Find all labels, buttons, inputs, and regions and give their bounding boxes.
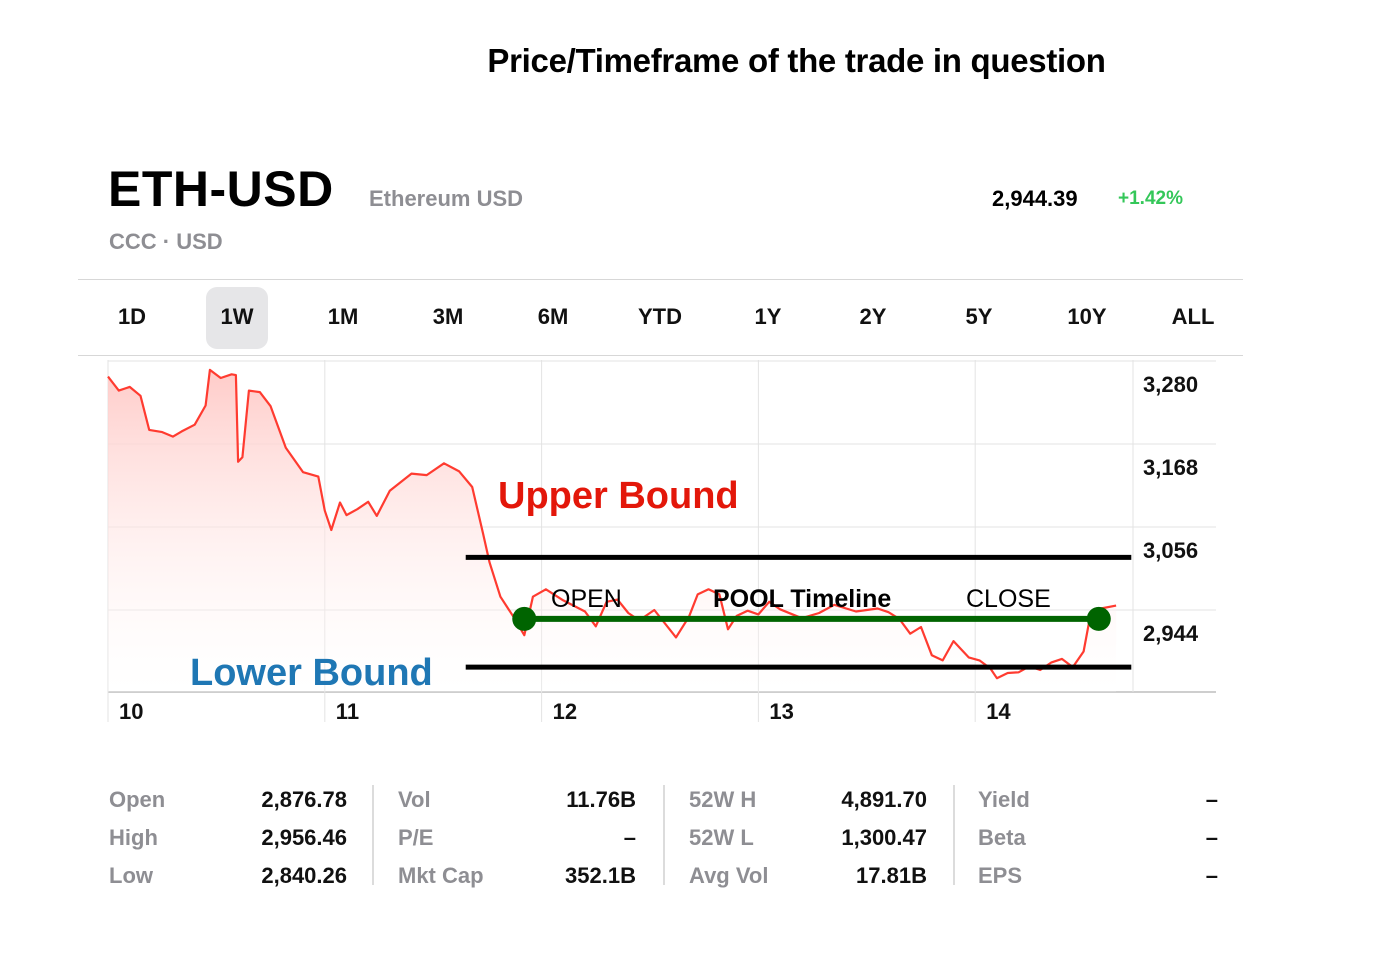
stat-value: – xyxy=(1205,825,1218,850)
close-marker xyxy=(1086,606,1111,631)
stat-value: 4,891.70 xyxy=(841,787,927,812)
stats-divider xyxy=(372,785,374,885)
range-tab-10y[interactable]: 10Y xyxy=(1067,304,1107,329)
stat-label: P/E xyxy=(398,825,434,850)
x-tick-label: 12 xyxy=(553,699,577,724)
lower-bound-label: Lower Bound xyxy=(190,652,433,694)
range-tab-2y[interactable]: 2Y xyxy=(859,304,887,329)
stat-label: 52W H xyxy=(689,787,757,812)
stat-label: Low xyxy=(109,863,153,888)
range-tab-all[interactable]: ALL xyxy=(1171,304,1215,329)
open-marker xyxy=(512,606,537,631)
exchange-label: CCC · USD xyxy=(109,229,223,254)
stat-label: High xyxy=(109,825,158,850)
stat-value: 17.81B xyxy=(856,863,927,888)
chart-caption: Price/Timeframe of the trade in question xyxy=(487,42,1106,79)
range-tab-1w[interactable]: 1W xyxy=(220,304,254,329)
stat-value: – xyxy=(1205,863,1218,888)
stat-value: 2,956.46 xyxy=(261,825,347,850)
range-tab-3m[interactable]: 3M xyxy=(432,304,464,329)
stat-label: Avg Vol xyxy=(689,863,769,888)
stat-label: Yield xyxy=(978,787,1030,812)
range-tab-6m[interactable]: 6M xyxy=(537,304,569,329)
stat-label: EPS xyxy=(978,863,1023,888)
stat-value: 352.1B xyxy=(565,863,636,888)
y-tick-label: 2,944 xyxy=(1143,621,1199,646)
pool-timeline-label: POOL Timeline xyxy=(713,585,891,613)
range-tab-ytd[interactable]: YTD xyxy=(638,304,682,329)
x-tick-label: 11 xyxy=(336,699,359,724)
range-tab-1m[interactable]: 1M xyxy=(327,304,359,329)
active-range-highlight xyxy=(206,287,268,349)
stats-divider xyxy=(663,785,665,885)
x-tick-label: 14 xyxy=(986,699,1011,724)
stat-label: Mkt Cap xyxy=(398,863,484,888)
close-label: CLOSE xyxy=(966,585,1051,613)
upper-bound-label: Upper Bound xyxy=(498,475,739,517)
stat-label: Vol xyxy=(398,787,431,812)
y-tick-label: 3,280 xyxy=(1143,372,1198,397)
top-divider xyxy=(78,279,1243,280)
range-tab-5y[interactable]: 5Y xyxy=(965,304,993,329)
x-tick-label: 10 xyxy=(119,699,143,724)
price-area xyxy=(108,369,1117,692)
stat-label: Beta xyxy=(978,825,1026,850)
stat-value: – xyxy=(623,825,636,850)
y-tick-label: 3,056 xyxy=(1143,538,1198,563)
stat-label: Open xyxy=(109,787,166,812)
stats-divider xyxy=(953,785,955,885)
stat-value: 2,876.78 xyxy=(261,787,347,812)
stat-value: 11.76B xyxy=(566,787,636,812)
open-label: OPEN xyxy=(551,585,622,613)
x-tick-label: 13 xyxy=(769,699,793,724)
stat-label: 52W L xyxy=(689,825,754,850)
ticker-name: Ethereum USD xyxy=(369,186,524,211)
range-tab-1y[interactable]: 1Y xyxy=(754,304,782,329)
price-change-badge: +1.42% xyxy=(1118,188,1183,209)
stat-value: 1,300.47 xyxy=(841,825,927,850)
range-tab-1d[interactable]: 1D xyxy=(117,304,147,329)
current-price: 2,944.39 xyxy=(992,186,1078,211)
range-divider xyxy=(78,355,1243,356)
stat-value: – xyxy=(1205,787,1218,812)
stat-value: 2,840.26 xyxy=(261,863,347,888)
ticker-symbol: ETH-USD xyxy=(108,161,334,217)
y-tick-label: 3,168 xyxy=(1143,455,1198,480)
